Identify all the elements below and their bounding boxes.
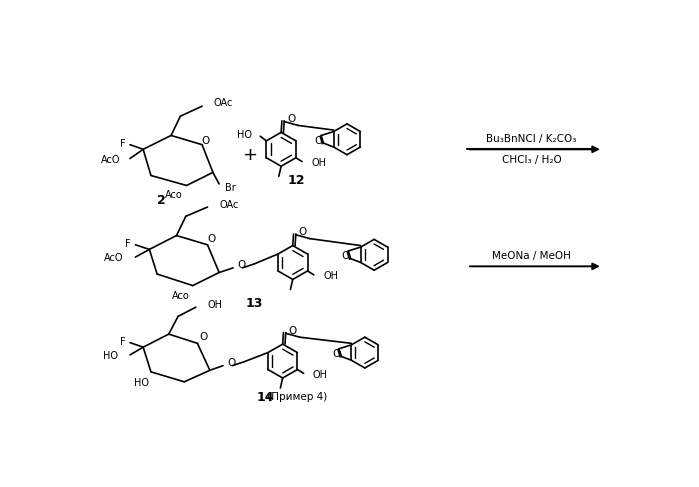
Text: OH: OH [323, 271, 338, 281]
Text: Aco: Aco [165, 190, 183, 200]
Text: MeONa / MeOH: MeONa / MeOH [492, 251, 571, 262]
Text: Br: Br [224, 183, 236, 193]
Text: O: O [315, 136, 323, 146]
Text: 2: 2 [157, 194, 166, 207]
Text: +: + [243, 146, 258, 164]
Text: AcO: AcO [104, 253, 124, 263]
Text: Bu₃BnNCl / K₂CO₃: Bu₃BnNCl / K₂CO₃ [487, 134, 577, 144]
Text: HO: HO [134, 378, 149, 388]
Text: F: F [125, 239, 131, 249]
Text: O: O [332, 349, 340, 359]
Text: OAc: OAc [219, 200, 238, 210]
Text: (Пример 4): (Пример 4) [264, 392, 327, 402]
Text: OH: OH [208, 300, 222, 310]
Text: O: O [287, 114, 295, 124]
Text: O: O [298, 227, 307, 238]
Text: 13: 13 [245, 297, 263, 310]
Text: OH: OH [313, 370, 328, 380]
Text: HO: HO [238, 130, 252, 140]
Text: O: O [207, 234, 215, 244]
Text: O: O [202, 136, 210, 146]
Text: O: O [238, 260, 246, 270]
Text: O: O [289, 326, 297, 336]
Text: AcO: AcO [101, 155, 120, 165]
Text: O: O [342, 251, 350, 262]
Text: OH: OH [311, 158, 326, 168]
Text: F: F [120, 337, 125, 347]
Text: O: O [228, 357, 236, 368]
Text: CHCl₃ / H₂O: CHCl₃ / H₂O [502, 155, 561, 165]
Text: 14: 14 [257, 391, 274, 404]
Text: Aco: Aco [171, 291, 189, 300]
Text: 12: 12 [288, 173, 305, 187]
Text: HO: HO [103, 351, 118, 361]
Text: OAc: OAc [214, 98, 233, 108]
Text: F: F [120, 139, 125, 149]
Text: O: O [199, 332, 208, 342]
